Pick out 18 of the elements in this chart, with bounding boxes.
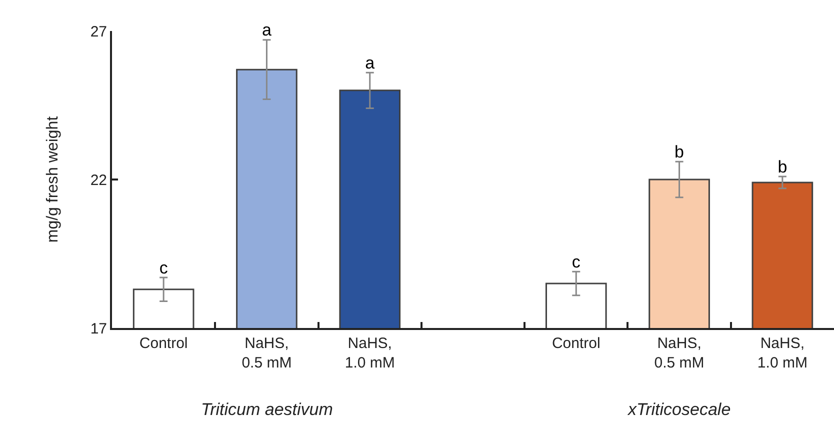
data-label: c xyxy=(159,258,168,278)
x-tick-label: NaHS, 0.5 mM xyxy=(242,335,292,372)
y-tick-label: 22 xyxy=(90,172,107,189)
y-axis-title: mg/g fresh weight xyxy=(44,116,62,243)
x-tick-label: Control xyxy=(139,335,188,352)
data-label: b xyxy=(778,157,788,176)
data-label: c xyxy=(572,252,581,272)
x-tick-label: NaHS, 1.0 mM xyxy=(757,335,808,372)
y-tick-label: 17 xyxy=(90,320,107,338)
x-tick-label: NaHS, 0.5 mM xyxy=(654,335,704,372)
text: xTriticosecale xyxy=(627,400,731,419)
text: Triticum aestivum xyxy=(201,400,333,419)
data-label: a xyxy=(365,53,376,72)
x-tick-label: Control xyxy=(552,335,600,352)
data-label: a xyxy=(262,20,272,40)
data-label: b xyxy=(674,142,684,162)
y-tick-label: 27 xyxy=(90,23,107,40)
x-tick-label: NaHS, 1.0 mM xyxy=(344,335,395,372)
